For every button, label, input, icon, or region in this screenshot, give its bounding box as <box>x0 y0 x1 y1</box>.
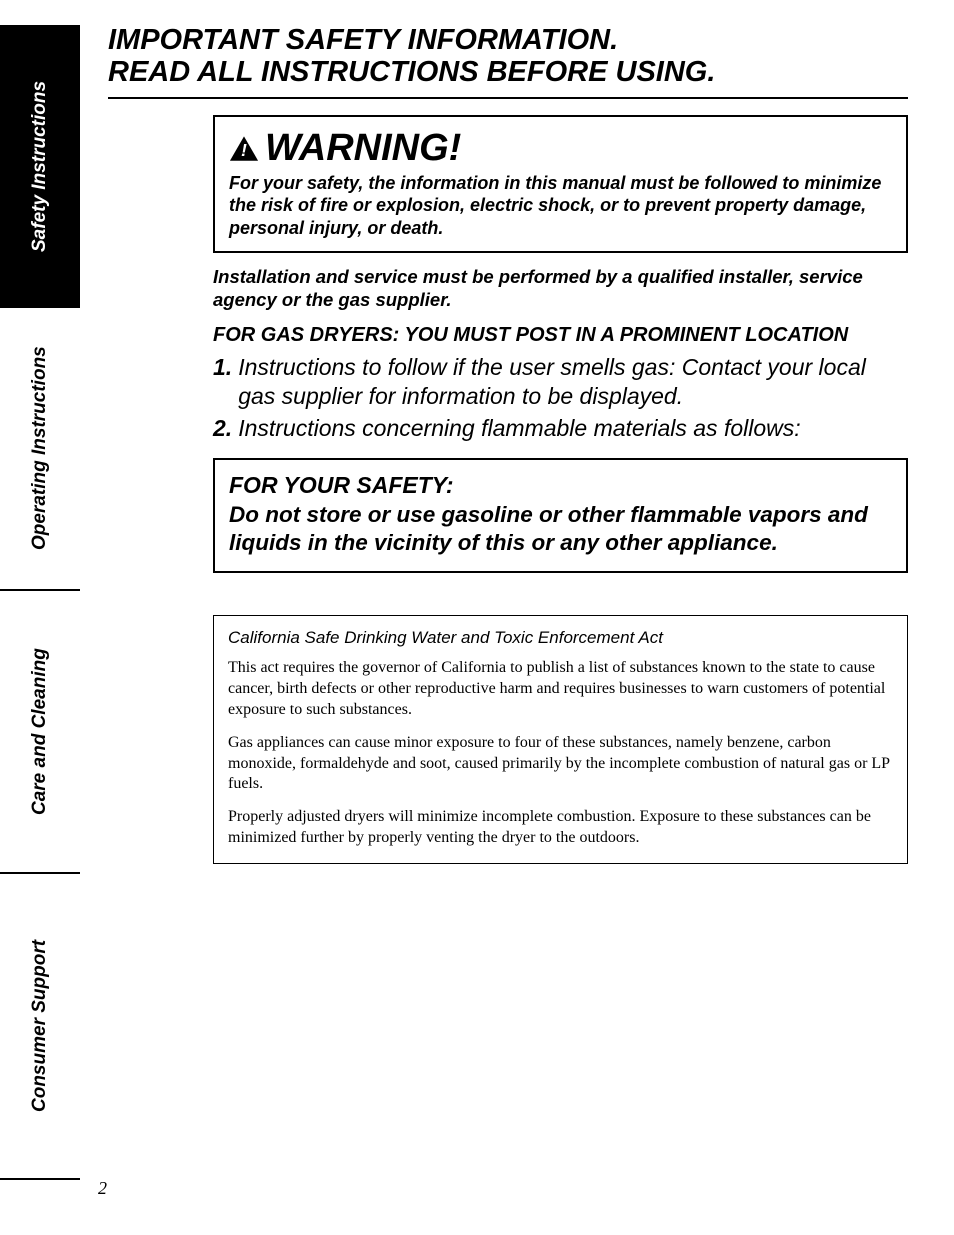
tab-consumer-support[interactable]: Consumer Support <box>0 874 80 1180</box>
numbered-instructions: 1. Instructions to follow if the user sm… <box>213 353 908 445</box>
gas-dryers-heading: FOR GAS DRYERS: YOU MUST POST IN A PROMI… <box>213 324 908 347</box>
tab-safety-instructions[interactable]: Safety Instructions <box>0 25 80 308</box>
list-item: 2. Instructions concerning flammable mat… <box>213 414 908 444</box>
page-title: IMPORTANT SAFETY INFORMATION. READ ALL I… <box>108 25 908 99</box>
california-act-box: California Safe Drinking Water and Toxic… <box>213 615 908 863</box>
list-item: 1. Instructions to follow if the user sm… <box>213 353 908 413</box>
item-text: Instructions concerning flammable materi… <box>238 414 800 444</box>
california-heading: California Safe Drinking Water and Toxic… <box>228 628 893 648</box>
svg-text:!: ! <box>241 140 247 160</box>
california-paragraph: Properly adjusted dryers will minimize i… <box>228 807 893 849</box>
safety-heading: FOR YOUR SAFETY: <box>229 472 892 499</box>
warning-heading: ! WARNING! <box>229 127 892 170</box>
item-number: 2. <box>213 414 232 444</box>
warning-heading-text: WARNING! <box>265 127 461 170</box>
installation-text: Installation and service must be perform… <box>213 265 908 311</box>
page-content: IMPORTANT SAFETY INFORMATION. READ ALL I… <box>108 25 908 864</box>
title-line-2: READ ALL INSTRUCTIONS BEFORE USING. <box>108 56 715 88</box>
tab-care-and-cleaning[interactable]: Care and Cleaning <box>0 591 80 874</box>
item-number: 1. <box>213 353 232 413</box>
warning-box: ! WARNING! For your safety, the informat… <box>213 115 908 254</box>
warning-triangle-icon: ! <box>229 135 259 162</box>
tab-operating-instructions[interactable]: Operating Instructions <box>0 308 80 591</box>
california-paragraph: Gas appliances can cause minor exposure … <box>228 733 893 795</box>
california-paragraph: This act requires the governor of Califo… <box>228 658 893 720</box>
item-text: Instructions to follow if the user smell… <box>238 353 908 413</box>
page-number: 2 <box>98 1178 107 1199</box>
warning-body-text: For your safety, the information in this… <box>229 172 892 240</box>
for-your-safety-box: FOR YOUR SAFETY: Do not store or use gas… <box>213 458 908 573</box>
title-line-1: IMPORTANT SAFETY INFORMATION. <box>108 24 618 56</box>
sidebar-tabs: Safety Instructions Operating Instructio… <box>0 25 80 1180</box>
safety-text: Do not store or use gasoline or other fl… <box>229 501 892 557</box>
